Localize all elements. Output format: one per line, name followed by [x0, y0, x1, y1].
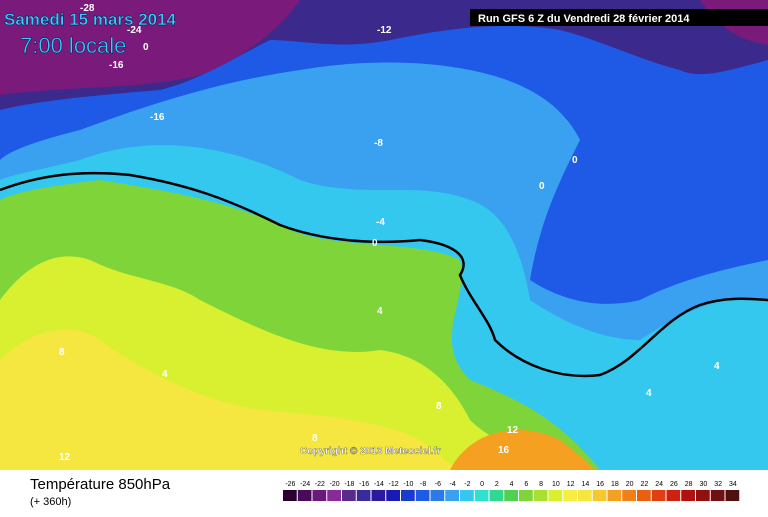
contour-label: -16	[150, 112, 165, 123]
contour-label: 8	[436, 401, 442, 412]
contour-label: 0	[372, 238, 378, 249]
copyright: Copyright © 2013 Meteociel.fr	[300, 446, 441, 457]
legend-label: -16	[359, 481, 369, 488]
legend-swatch	[592, 490, 607, 501]
legend-label: 12	[567, 481, 575, 488]
contour-label: -16	[109, 60, 124, 71]
legend-label: -6	[435, 481, 441, 488]
legend-label: 16	[596, 481, 604, 488]
contour-label: -4	[376, 217, 385, 228]
run-text: Run GFS 6 Z du Vendredi 28 février 2014	[478, 13, 690, 25]
legend-subtitle: (+ 360h)	[30, 496, 71, 508]
legend-label: -14	[374, 481, 384, 488]
run-box	[470, 9, 768, 26]
legend-swatch	[430, 490, 445, 501]
legend-swatch	[533, 490, 548, 501]
contour-label: 8	[312, 433, 318, 444]
legend-swatch	[607, 490, 622, 501]
legend-label: 20	[626, 481, 634, 488]
legend-label: 2	[495, 481, 499, 488]
contour-label: -8	[374, 138, 383, 149]
legend-label: 8	[539, 481, 543, 488]
legend-label: -18	[344, 481, 354, 488]
legend-swatch	[696, 490, 710, 501]
legend-label: 14	[581, 481, 589, 488]
legend-swatch	[548, 490, 563, 501]
contour-label: -28	[80, 3, 95, 14]
legend-label: 24	[655, 481, 663, 488]
legend-label: -22	[315, 481, 325, 488]
legend-swatch	[327, 490, 341, 501]
legend-swatch	[622, 490, 636, 501]
legend-swatch	[637, 490, 651, 501]
legend-label: -8	[420, 481, 426, 488]
legend-label: 28	[685, 481, 693, 488]
legend-label: 26	[670, 481, 678, 488]
legend-swatch	[401, 490, 415, 501]
legend-label: 10	[552, 481, 560, 488]
legend-label: 34	[729, 481, 737, 488]
legend-swatch	[283, 490, 297, 501]
legend-label: 6	[524, 481, 528, 488]
legend-label: 18	[611, 481, 619, 488]
legend-swatch	[725, 490, 740, 501]
legend-swatch	[312, 490, 327, 501]
legend-swatch	[666, 490, 681, 501]
legend-swatch	[297, 490, 312, 501]
contour-label: 12	[507, 425, 519, 436]
legend-label: 0	[480, 481, 484, 488]
legend-swatch	[563, 490, 577, 501]
contour-label: -12	[377, 25, 392, 36]
legend-swatch	[519, 490, 533, 501]
legend-swatch	[460, 490, 474, 501]
legend-label: -4	[450, 481, 456, 488]
legend-label: -26	[285, 481, 295, 488]
legend-label: -20	[330, 481, 340, 488]
contour-label: 0	[143, 42, 149, 53]
legend-swatch	[445, 490, 459, 501]
arctic-zone	[0, 0, 768, 95]
legend-swatch	[386, 490, 400, 501]
legend-label: 22	[640, 481, 648, 488]
contour-label: 12	[59, 452, 71, 463]
legend-swatch	[651, 490, 666, 501]
legend-swatch	[489, 490, 504, 501]
legend-label: 30	[699, 481, 707, 488]
contour-labels: -28 -24 0 -16 -16 -12 -8 -4 0 4 8 4 12 8…	[59, 3, 720, 463]
contour-label: 16	[498, 445, 510, 456]
legend-label: 32	[714, 481, 722, 488]
legend-swatch	[371, 490, 386, 501]
zero-isotherm	[0, 171, 768, 378]
legend-label: -12	[389, 481, 399, 488]
hot-zone	[450, 430, 595, 470]
legend-swatch	[474, 490, 489, 501]
legend-swatch	[681, 490, 695, 501]
contour-label: 8	[59, 347, 65, 358]
legend-label: -10	[403, 481, 413, 488]
contour-label: -24	[127, 25, 142, 36]
contour-label: 4	[646, 388, 652, 399]
warmer-zone	[0, 329, 460, 470]
legend-label: -24	[300, 481, 310, 488]
legend-swatch	[415, 490, 430, 501]
legend-swatch	[710, 490, 725, 501]
legend-title: Température 850hPa	[30, 476, 171, 493]
legend-swatch	[356, 490, 371, 501]
legend-swatch	[578, 490, 592, 501]
time-text: 7:00 locale	[20, 33, 126, 58]
contour-label: 0	[539, 181, 545, 192]
date-text: Samedi 15 mars 2014	[4, 10, 177, 29]
legend-label: -2	[464, 481, 470, 488]
contour-label: 0	[572, 155, 578, 166]
legend-label: 4	[510, 481, 514, 488]
legend-swatch	[504, 490, 518, 501]
contour-label: 4	[377, 306, 383, 317]
legend-swatch	[342, 490, 356, 501]
contour-label: 4	[714, 361, 720, 372]
contour-label: 4	[162, 369, 168, 380]
color-scale: -26 -24 -22 -20 -18 -16 -14 -12 -10 -8 -6 -4 -2 0 2 4 6 8…	[283, 481, 740, 501]
